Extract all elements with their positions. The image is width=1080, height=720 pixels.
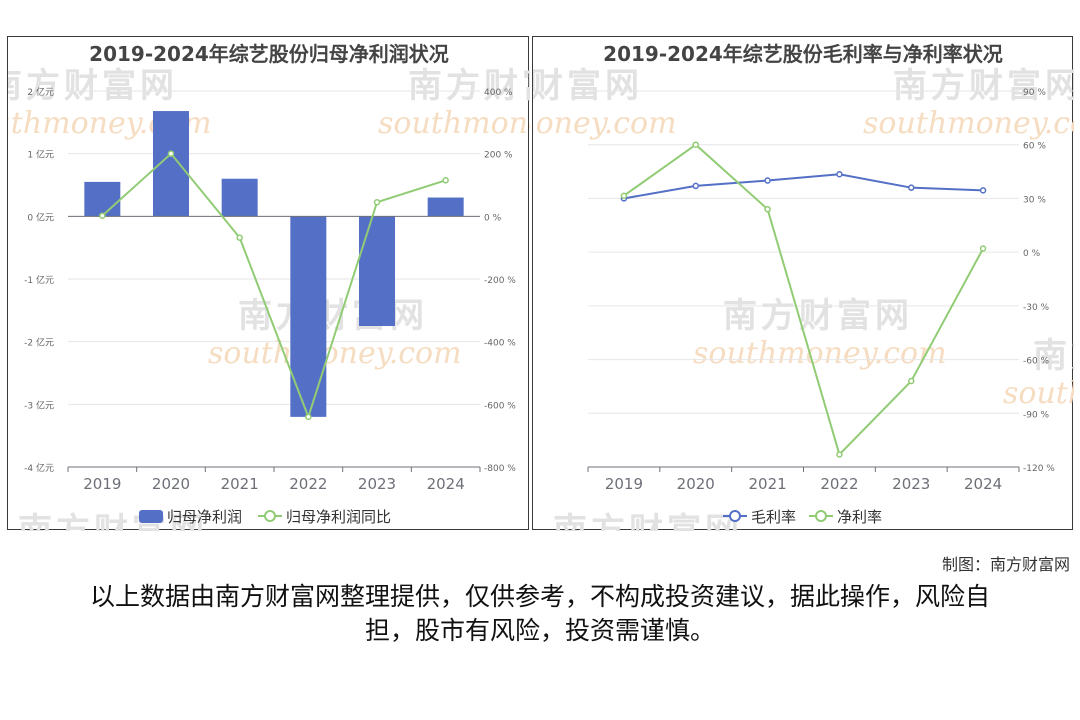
right-axis-tick-label: -90 % (1023, 410, 1050, 420)
left-axis-tick-label: -2 亿元 (24, 337, 54, 349)
net-profit-chart: 南方财富网southmoney.com南方财富网southmoney.com南方… (8, 42, 530, 531)
legend-bar-label: 归母净利润 (167, 508, 242, 526)
watermark-name: 南方财富网 (533, 66, 643, 106)
x-axis-tick-label: 2023 (358, 475, 396, 493)
net-profit-bar (359, 216, 395, 326)
right-axis-tick-label: -200 % (484, 276, 516, 286)
x-axis-tick-label: 2020 (152, 475, 190, 493)
x-axis-tick-label: 2024 (964, 475, 1002, 493)
legend-line-marker (264, 510, 276, 522)
right-axis-tick-label: -60 % (1023, 357, 1050, 367)
right-axis-tick-label: -120 % (1023, 464, 1055, 474)
net-margin-point (979, 245, 987, 252)
watermark-url: southmoney.com (378, 106, 530, 141)
watermark-url: southmoney.com (693, 336, 947, 371)
right-axis-tick-label: -600 % (484, 401, 516, 411)
x-axis-tick-label: 2024 (427, 475, 465, 493)
margin-chart-panel: 南方财富网southmoney.com南方财富网southmoney.com南方… (532, 36, 1074, 531)
net-profit-chart-panel: 南方财富网southmoney.com南方财富网southmoney.com南方… (7, 36, 530, 531)
left-axis-tick-label: 0 亿元 (27, 211, 54, 223)
watermark-url: southmoney.com (1003, 376, 1074, 411)
watermark-name: 南方财富网 (1033, 336, 1074, 376)
x-axis-tick-label: 2023 (892, 475, 930, 493)
left-axis-tick-label: 2 亿元 (27, 86, 54, 98)
net-profit-bar (427, 197, 464, 217)
gross-margin-point (764, 177, 771, 184)
x-axis-tick-label: 2019 (83, 475, 121, 493)
disclaimer-text: 以上数据由南方财富网整理提供，仅供参考，不构成投资建议，据此操作，风险自担，股市… (89, 582, 990, 645)
gross-margin-point (836, 171, 843, 178)
right-axis-tick-label: -400 % (484, 339, 516, 349)
net-margin-line (623, 143, 984, 457)
x-axis-tick-label: 2021 (748, 475, 786, 493)
x-axis-tick-label: 2021 (221, 475, 259, 493)
x-axis-tick-label: 2020 (677, 475, 715, 493)
yoy-growth-point (305, 413, 312, 421)
watermark-name: 南方财富网 (893, 66, 1074, 106)
gross-margin-line (623, 173, 984, 200)
watermark-name: 南方财富网 (8, 66, 178, 106)
right-axis-tick-label: -30 % (1023, 303, 1050, 313)
legend-net-label: 净利率 (837, 508, 882, 526)
x-axis-tick-label: 2019 (605, 475, 643, 493)
gross-margin-point (692, 182, 699, 190)
right-axis-tick-label: 400 % (484, 88, 513, 98)
left-axis-tick-label: 1 亿元 (27, 149, 54, 161)
net-margin-point (620, 192, 628, 199)
legend-gross-label: 毛利率 (751, 508, 796, 526)
watermark-name: 南方财富网 (553, 511, 743, 531)
net-margin-point (836, 451, 843, 458)
legend-line-label: 归母净利润同比 (286, 508, 391, 526)
legend-net-marker (815, 510, 827, 522)
yoy-growth-point (167, 150, 175, 157)
x-axis-tick-label: 2022 (289, 475, 327, 493)
net-profit-bar (221, 178, 258, 217)
legend-bar-swatch (139, 510, 163, 523)
gross-margin-point (979, 187, 987, 194)
net-profit-bar (153, 111, 189, 217)
right-axis-tick-label: 0 % (1023, 249, 1041, 259)
left-axis-tick-label: -1 亿元 (24, 274, 54, 286)
net-margin-point (908, 377, 915, 385)
gross-margin-point (908, 184, 915, 191)
left-axis-tick-label: -4 亿元 (24, 462, 54, 474)
net-profit-bar (84, 181, 121, 217)
right-axis-tick-label: 0 % (484, 213, 502, 223)
yoy-growth-point (442, 177, 449, 184)
chart-title: 2019-2024年综艺股份毛利率与净利率状况 (603, 42, 1003, 66)
right-axis-tick-label: 30 % (1023, 195, 1046, 205)
watermark-name: 南方财富网 (408, 66, 530, 106)
chart-title: 2019-2024年综艺股份归母净利润状况 (89, 42, 449, 66)
right-axis-tick-label: -800 % (484, 464, 516, 474)
yoy-growth-point (373, 198, 381, 206)
yoy-growth-point (236, 234, 243, 241)
net-margin-point (692, 141, 699, 148)
right-axis-tick-label: 90 % (1023, 88, 1046, 98)
margin-chart: 南方财富网southmoney.com南方财富网southmoney.com南方… (533, 42, 1074, 531)
watermark-layer: 南方财富网southmoney.com南方财富网southmoney.com南方… (8, 66, 530, 531)
legend-gross-marker (729, 510, 741, 522)
net-profit-bar (290, 216, 327, 417)
chart-credit: 制图：南方财富网 (941, 555, 1070, 574)
net-margin-point (764, 205, 771, 213)
watermark-url: southmoney.com (863, 106, 1074, 141)
yoy-growth-line (101, 152, 446, 420)
right-axis-tick-label: 60 % (1023, 142, 1046, 152)
watermark-url: southmoney.com (533, 106, 677, 141)
x-axis-tick-label: 2022 (820, 475, 858, 493)
yoy-growth-point (99, 212, 106, 219)
watermark-name: 南方财富网 (238, 296, 428, 336)
watermark-layer: 南方财富网southmoney.com南方财富网southmoney.com南方… (533, 66, 1074, 531)
watermark-name: 南方财富网 (723, 296, 913, 336)
right-axis-tick-label: 200 % (484, 151, 513, 161)
left-axis-tick-label: -3 亿元 (24, 399, 54, 411)
